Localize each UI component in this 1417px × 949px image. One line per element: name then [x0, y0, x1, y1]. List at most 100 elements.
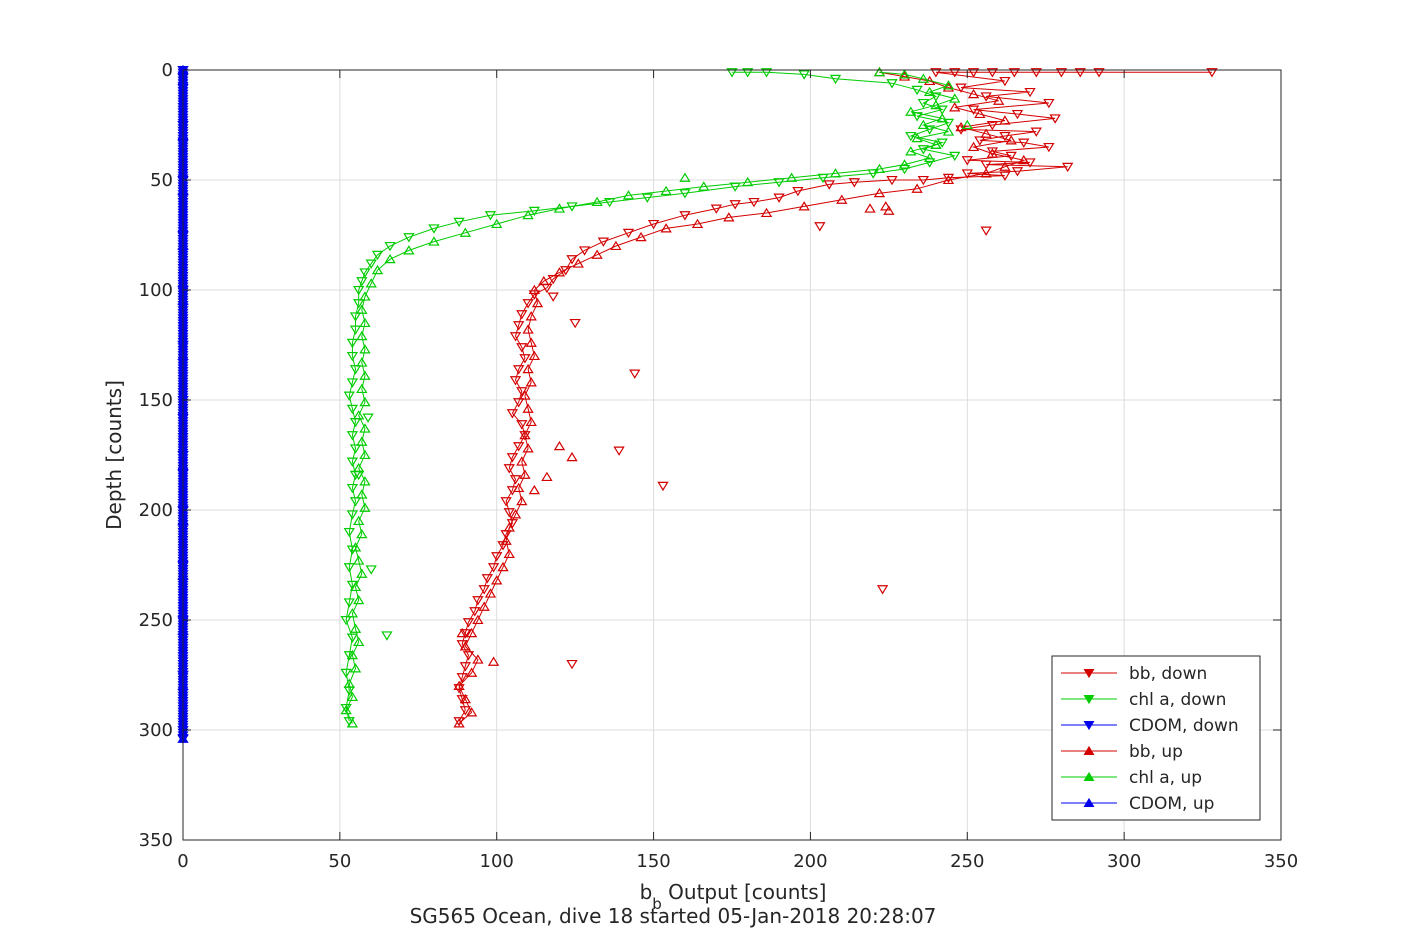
- data-point-chl-a-down: [484, 211, 497, 221]
- x-tick-label: 150: [636, 851, 670, 872]
- outlier-point-chl-a-up: [930, 139, 942, 149]
- data-point-chl-a-up: [917, 119, 930, 130]
- data-point-bb-down: [513, 365, 525, 375]
- data-point-chl-a-up: [428, 236, 440, 246]
- legend-marker: [1083, 745, 1095, 755]
- data-point-bb-down: [509, 475, 522, 485]
- x-tick-label: 300: [1107, 851, 1141, 872]
- data-point-chl-a-up: [353, 410, 365, 420]
- outlier-point-bb-up: [883, 205, 895, 215]
- y-axis-label: Depth [counts]: [102, 380, 126, 530]
- data-point-chl-a-down: [346, 378, 359, 388]
- legend-marker: [1083, 771, 1095, 781]
- data-point-chl-a-down: [353, 299, 365, 309]
- data-point-chl-a-up: [359, 449, 371, 460]
- data-point-bb-down: [1043, 98, 1055, 109]
- data-point-chl-a-up: [898, 159, 911, 169]
- legend-item-chl-a-down[interactable]: chl a, down: [1061, 690, 1226, 710]
- legend-box: [1051, 655, 1261, 821]
- data-point-bb-down: [949, 68, 961, 78]
- data-point-chl-a-down: [641, 193, 653, 203]
- data-point-chl-a-up: [873, 66, 886, 77]
- data-point-bb-up: [992, 95, 1005, 105]
- data-point-chl-a-up: [591, 196, 603, 207]
- data-point-bb-down: [1005, 151, 1017, 162]
- data-point-bb-down: [1043, 142, 1055, 153]
- data-point-bb-down: [462, 618, 475, 628]
- data-point-chl-a-up: [660, 185, 672, 196]
- data-point-bb-up: [942, 82, 955, 92]
- outlier-point-chl-a-down: [353, 470, 365, 481]
- data-point-chl-a-up: [522, 209, 534, 220]
- y-tick-label: 250: [139, 610, 173, 631]
- data-point-bb-down: [513, 321, 525, 331]
- data-point-chl-a-up: [459, 227, 472, 237]
- data-point-bb-up: [798, 201, 810, 211]
- data-point-bb-up: [516, 456, 528, 466]
- legend[interactable]: bb, down chl a, down CDOM, down bb, up chl a…: [1051, 655, 1261, 821]
- data-point-chl-a-down: [453, 217, 465, 228]
- data-point-chl-a-down: [346, 510, 359, 520]
- data-point-chl-a-down: [343, 651, 355, 661]
- data-point-chl-a-up: [359, 396, 371, 407]
- data-point-bb-down: [967, 105, 980, 115]
- data-point-bb-down: [487, 563, 500, 573]
- data-point-bb-up: [500, 535, 512, 545]
- y-tick-label: 100: [139, 280, 173, 301]
- data-point-chl-a-up: [698, 181, 710, 191]
- data-point-chl-a-up: [403, 245, 415, 255]
- data-point-bb-up: [516, 495, 528, 506]
- x-tick-label: 250: [950, 851, 984, 872]
- data-point-bb-up: [459, 693, 472, 704]
- legend-item-bb-up[interactable]: bb, up: [1061, 742, 1183, 762]
- legend-item-cdom-up[interactable]: CDOM, up: [1061, 794, 1214, 814]
- data-point-chl-a-down: [359, 268, 371, 278]
- y-tick-label: 350: [139, 830, 173, 851]
- data-point-bb-down: [961, 169, 973, 179]
- data-point-bb-down: [974, 136, 986, 146]
- data-point-chl-a-down: [346, 404, 359, 415]
- data-point-bb-up: [723, 212, 735, 222]
- outlier-point-bb-down: [613, 446, 625, 456]
- data-point-chl-a-down: [930, 92, 942, 102]
- data-point-chl-a-down: [346, 457, 359, 467]
- x-axis-label-main: b: [640, 880, 653, 904]
- data-point-chl-a-up: [359, 502, 371, 512]
- legend-item-chl-a-up[interactable]: chl a, up: [1061, 768, 1202, 788]
- legend-label: bb, down: [1129, 664, 1207, 684]
- series-chl-a-up: [340, 66, 961, 728]
- data-point-chl-a-up: [905, 146, 917, 156]
- data-point-bb-up: [911, 183, 923, 193]
- outlier-point-chl-a-down: [362, 413, 374, 423]
- data-point-bb-down: [955, 125, 967, 135]
- data-point-bb-down: [516, 387, 528, 397]
- legend-item-cdom-down[interactable]: CDOM, down: [1061, 716, 1239, 736]
- outliers-bb-down: [547, 222, 992, 670]
- data-point-bb-up: [472, 654, 484, 664]
- data-point-chl-a-up: [346, 691, 359, 702]
- data-point-bb-up: [513, 482, 525, 493]
- data-point-chl-a-down: [898, 164, 911, 175]
- data-point-chl-a-up: [356, 330, 368, 341]
- data-point-chl-a-down: [353, 285, 365, 296]
- data-point-chl-a-down: [340, 703, 352, 714]
- data-point-bb-down: [679, 211, 691, 221]
- data-point-chl-a-up: [930, 99, 942, 110]
- data-point-chl-a-up: [353, 636, 365, 647]
- data-point-chl-a-down: [346, 351, 359, 362]
- data-point-bb-down: [792, 186, 804, 197]
- data-point-bb-up: [980, 168, 992, 178]
- data-point-bb-down: [999, 76, 1011, 87]
- data-point-bb-down: [1055, 68, 1068, 78]
- data-point-bb-up: [525, 416, 537, 427]
- x-tick-label: 100: [480, 851, 514, 872]
- data-point-bb-down: [999, 131, 1011, 142]
- legend-item-bb-down[interactable]: bb, down: [1061, 664, 1207, 684]
- data-point-bb-up: [478, 601, 490, 611]
- data-point-chl-a-down: [760, 68, 773, 78]
- axis-ticks: 0 50 100 150 200 250 300 3500501001502002503003…: [139, 60, 1299, 872]
- data-point-bb-up: [519, 429, 531, 440]
- data-point-chl-a-down: [340, 615, 352, 626]
- outlier-point-bb-up: [528, 484, 541, 495]
- data-point-bb-down: [748, 197, 760, 208]
